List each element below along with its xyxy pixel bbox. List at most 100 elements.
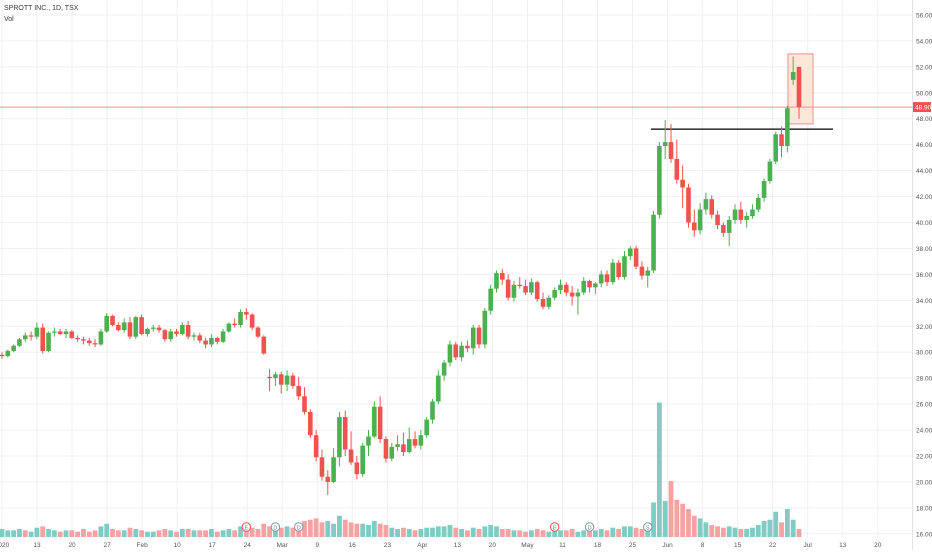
volume-bar — [447, 525, 453, 537]
y-tick-label: 16.00 — [916, 531, 932, 538]
y-tick-label: 44.00 — [916, 168, 932, 175]
volume-bar — [115, 530, 121, 537]
volume-bar — [505, 529, 511, 537]
candle-body — [738, 209, 744, 220]
x-tick-label: 13 — [454, 542, 462, 549]
volume-bar — [691, 515, 697, 537]
y-tick-label: 34.00 — [916, 298, 932, 305]
volume-bar — [761, 521, 767, 537]
candle-body — [657, 145, 662, 215]
candle-body — [494, 273, 499, 289]
event-marker-icon — [270, 522, 281, 532]
volume-bar — [92, 530, 98, 537]
y-tick-label: 50.00 — [916, 90, 932, 97]
volume-bar — [430, 527, 435, 537]
candle-body — [389, 446, 395, 459]
candle-body — [767, 161, 773, 181]
candle-body — [500, 273, 505, 280]
candle-body — [11, 345, 16, 351]
y-tick-label: 32.00 — [916, 324, 932, 331]
volume-bar — [133, 529, 139, 537]
event-marker-label: E — [244, 525, 248, 531]
volume-bar — [11, 530, 17, 537]
volume-bar — [331, 523, 336, 537]
volume-bar — [325, 521, 331, 537]
y-tick-label: 46.00 — [916, 142, 932, 149]
volume-bar — [0, 529, 5, 537]
event-marker-icon — [293, 522, 304, 532]
volume-bar — [401, 527, 406, 537]
volume-bar — [313, 518, 319, 537]
candle-body — [249, 314, 255, 328]
volume-bar — [203, 530, 209, 537]
volume-bar — [51, 530, 57, 537]
candle-body — [342, 417, 348, 450]
volume-bar — [418, 529, 424, 537]
volume-bar — [616, 529, 622, 537]
volume-bar — [470, 527, 476, 537]
candle-body — [232, 323, 238, 325]
candle-body — [5, 350, 11, 357]
x-tick-label: 8 — [701, 542, 705, 549]
x-tick-label: 10 — [174, 542, 182, 549]
candle-body — [273, 374, 278, 379]
candle-body — [348, 449, 354, 463]
candle-body — [465, 345, 470, 349]
candle-body — [28, 335, 34, 337]
candle-body — [226, 323, 232, 332]
candle-body — [383, 439, 389, 459]
x-tick-label: 15 — [734, 542, 742, 549]
candle-body — [360, 445, 365, 475]
candle-body — [57, 331, 63, 335]
volume-bar — [28, 531, 34, 537]
candle-body — [17, 339, 22, 346]
candle-body — [569, 292, 575, 297]
candle-body — [639, 266, 645, 276]
x-tick-label: 13 — [33, 542, 41, 549]
candle-body — [622, 256, 627, 277]
candle-body — [750, 209, 755, 217]
volume-bar — [273, 529, 278, 537]
volume-bar — [552, 530, 558, 537]
volume-bar — [243, 529, 249, 537]
volume-bar — [17, 529, 22, 537]
volume-bar — [528, 530, 534, 537]
volume-bar — [267, 526, 273, 537]
candle-body — [121, 322, 127, 331]
candle-body — [575, 292, 581, 297]
volume-bar — [604, 530, 610, 537]
candle-body — [697, 209, 703, 231]
event-marker-label: D — [273, 525, 277, 531]
volume-bar — [63, 530, 69, 537]
y-tick-label: 42.00 — [916, 194, 932, 201]
x-tick-label: Jul — [804, 542, 813, 549]
volume-bar — [651, 502, 656, 537]
volume-bar — [627, 526, 633, 537]
x-tick-label: 18 — [594, 542, 602, 549]
candle-body — [598, 274, 604, 284]
candle-body — [552, 289, 557, 298]
candle-body — [354, 462, 360, 475]
volume-bar — [214, 531, 220, 537]
volume-bar — [278, 527, 284, 537]
volume-bar — [191, 530, 197, 537]
candle-body — [296, 385, 301, 397]
volume-bar — [435, 526, 441, 537]
volume-bar — [150, 531, 156, 537]
candle-body — [75, 337, 80, 340]
volume-bar — [639, 529, 645, 537]
volume-bar — [232, 530, 238, 537]
x-tick-label: 2020 — [0, 542, 10, 549]
volume-bar — [668, 481, 674, 537]
volume-bar — [726, 526, 732, 537]
candle-body — [761, 181, 767, 198]
candle-body — [470, 327, 476, 349]
volume-bar — [348, 522, 354, 537]
volume-bar — [622, 526, 627, 537]
volume-bar — [197, 530, 203, 537]
candle-body — [63, 331, 69, 335]
candle-body — [377, 406, 383, 440]
x-tick-label: 23 — [384, 542, 392, 549]
x-tick-label: 9 — [315, 542, 319, 549]
